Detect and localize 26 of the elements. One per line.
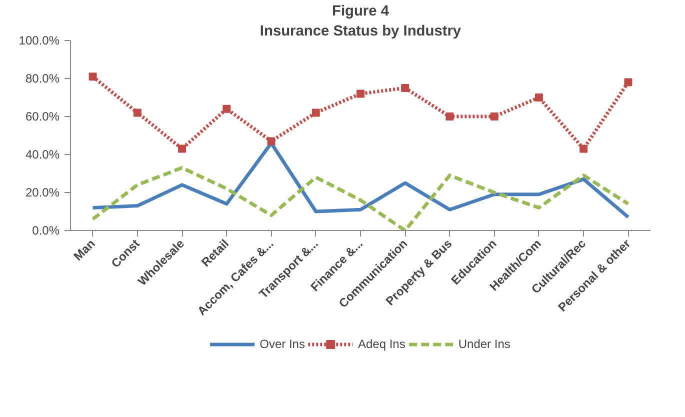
point xyxy=(267,137,276,146)
y-tick-label: 0.0% xyxy=(32,224,60,238)
point xyxy=(624,78,632,86)
point xyxy=(222,104,231,113)
point xyxy=(312,108,320,117)
x-tick-label: Man xyxy=(70,236,98,264)
legend-label: Adeq Ins xyxy=(358,337,406,351)
line-series xyxy=(91,166,630,230)
point xyxy=(88,72,97,81)
y-tick-label: 100.0% xyxy=(18,34,60,48)
y-tick-label: 60.0% xyxy=(25,110,60,124)
y-tick-label: 20.0% xyxy=(25,186,60,200)
point xyxy=(534,94,543,102)
legend-label: Under Ins xyxy=(458,337,510,351)
chart-subtitle: Insurance Status by Industry xyxy=(260,24,462,40)
point xyxy=(401,84,410,92)
point xyxy=(446,112,454,120)
y-tick-label: 40.0% xyxy=(25,148,60,162)
point xyxy=(178,144,186,153)
point xyxy=(133,108,142,117)
legend-label: Over Ins xyxy=(260,337,305,351)
y-tick-label: 80.0% xyxy=(25,72,60,86)
point xyxy=(490,112,498,120)
point xyxy=(356,90,364,98)
point xyxy=(580,144,588,153)
chart-title: Figure 4 xyxy=(332,4,390,20)
